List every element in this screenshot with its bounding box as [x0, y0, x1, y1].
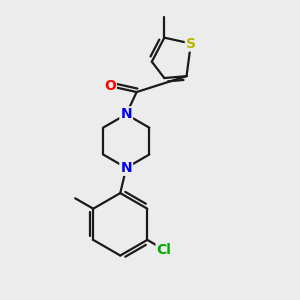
Text: N: N	[120, 161, 132, 175]
Text: O: O	[104, 79, 116, 93]
Text: S: S	[186, 37, 196, 50]
Text: N: N	[120, 107, 132, 121]
Text: Cl: Cl	[157, 243, 172, 256]
